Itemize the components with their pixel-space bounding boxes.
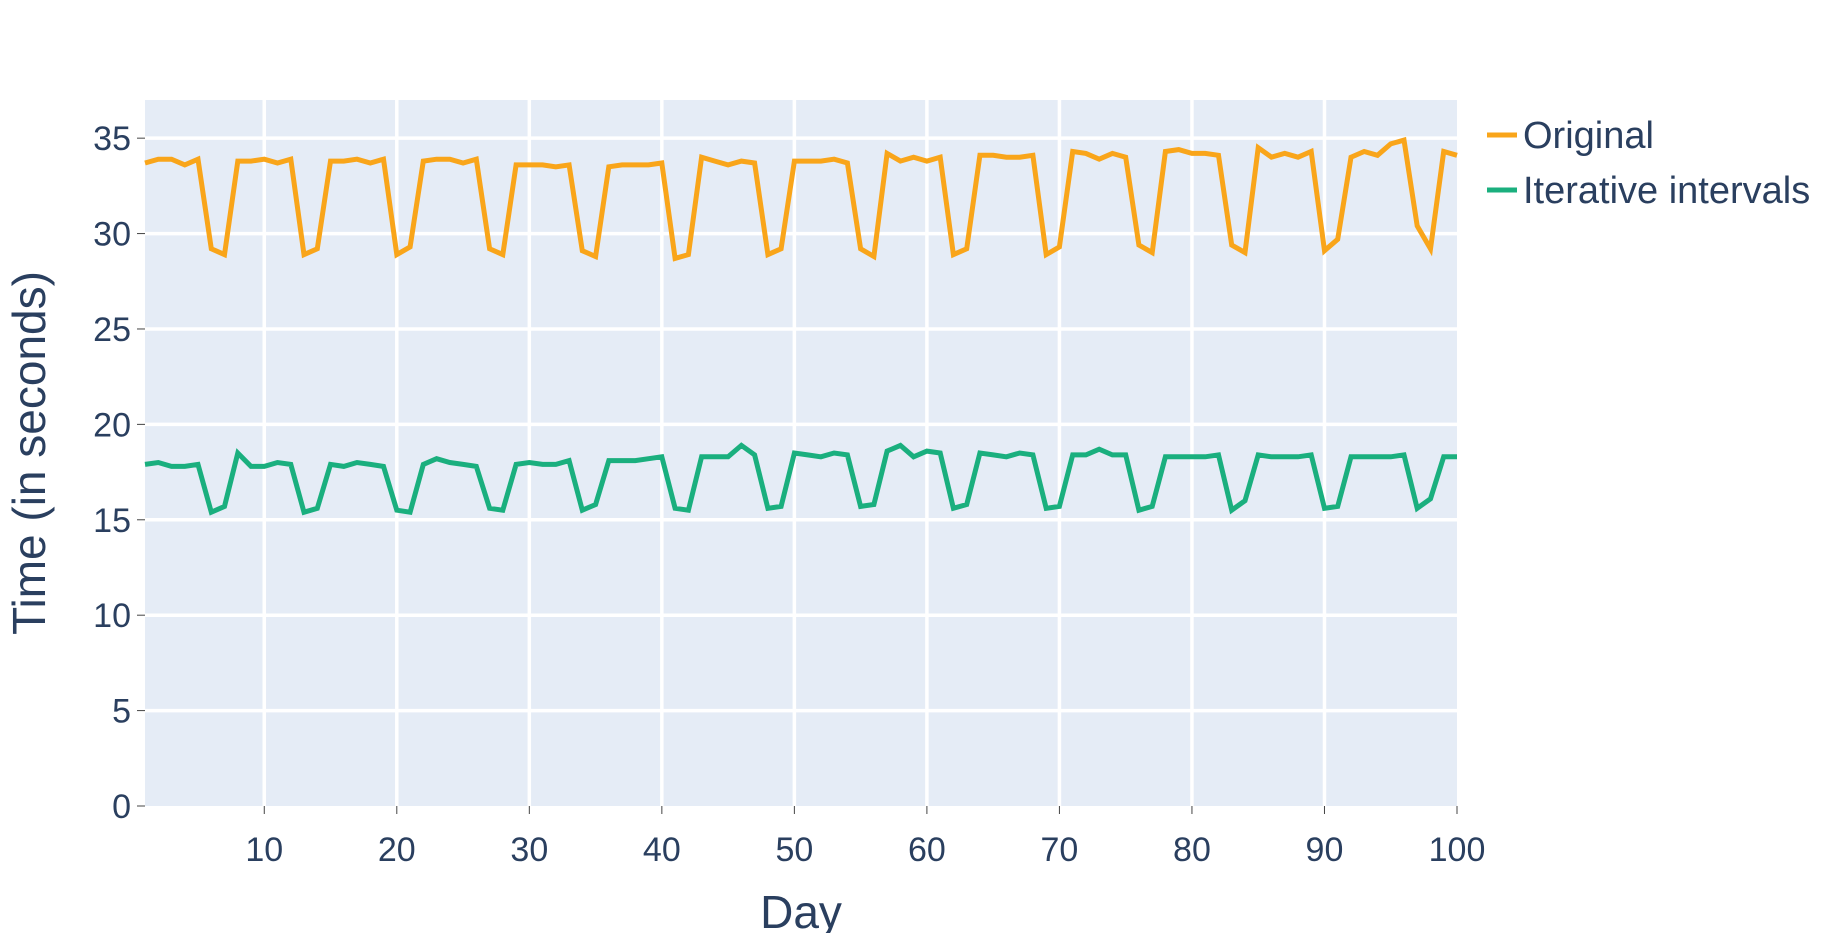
y-tick-label: 0 <box>112 788 131 826</box>
y-tick-label: 25 <box>93 311 131 349</box>
x-tick-label: 60 <box>908 831 946 869</box>
legend: Original Iterative intervals <box>1487 115 1810 212</box>
series-layer <box>144 136 1458 516</box>
y-tick-label: 20 <box>93 406 131 444</box>
legend-label: Iterative intervals <box>1523 170 1810 212</box>
x-axis-ticks: 10 20 30 40 50 60 70 80 90 100 <box>245 806 1485 869</box>
x-tick-label: 80 <box>1173 831 1211 869</box>
x-tick-label: 70 <box>1041 831 1079 869</box>
y-tick-label: 15 <box>93 502 131 540</box>
series-line-1 <box>144 136 1458 262</box>
x-tick-label: 40 <box>643 831 681 869</box>
y-tick-label: 35 <box>93 120 131 158</box>
legend-label: Original <box>1523 115 1654 157</box>
x-tick-label: 50 <box>775 831 813 869</box>
y-axis-ticks: 0 5 10 15 20 25 30 35 <box>93 120 145 826</box>
y-tick-label: 30 <box>93 216 131 254</box>
x-axis-title: Day <box>760 886 842 933</box>
x-tick-label: 100 <box>1429 831 1486 869</box>
x-tick-label: 10 <box>245 831 283 869</box>
series-line-2 <box>144 442 1457 516</box>
x-tick-label: 20 <box>378 831 416 869</box>
y-axis-title: Time (in seconds) <box>3 271 55 635</box>
x-tick-label: 90 <box>1306 831 1344 869</box>
gridlines <box>145 100 1457 806</box>
y-tick-label: 10 <box>93 597 131 635</box>
x-tick-label: 30 <box>510 831 548 869</box>
y-tick-label: 5 <box>112 693 131 731</box>
